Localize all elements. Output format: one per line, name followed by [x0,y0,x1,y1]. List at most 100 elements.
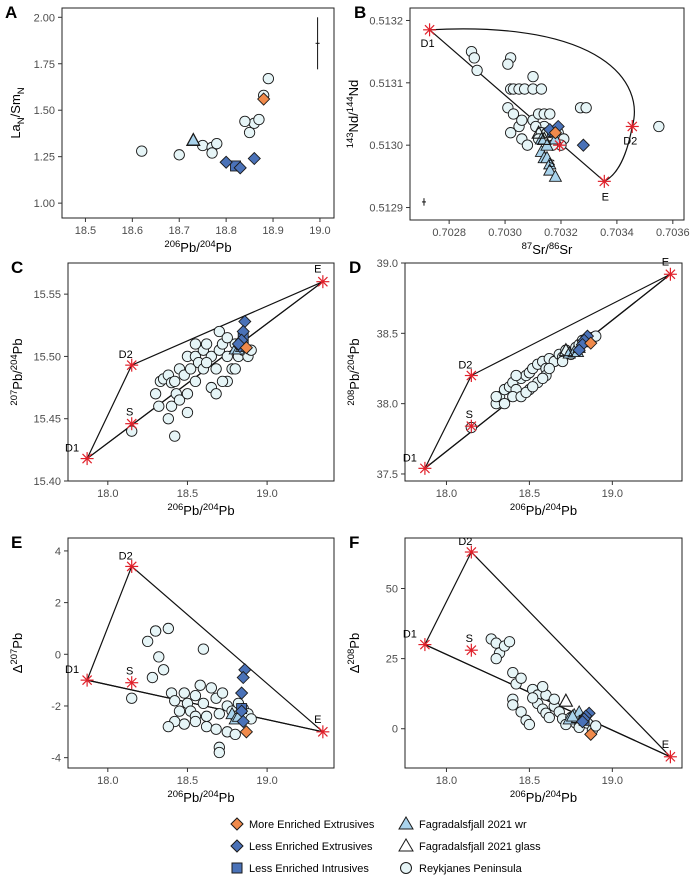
endmember-label-e: E [602,191,609,203]
x-tick-label: 18.7 [169,225,190,237]
legend-swatch-less-enriched-intrusives [231,862,243,874]
endmember-label-d2: D2 [119,349,133,361]
panel-d: D 18.0 18.5 19.0 37.5 38.0 38.5 39.0 206Pb/204Pb… [346,256,683,518]
x-tick-label: 18.5 [519,488,540,500]
endmember-star-d1 [418,638,432,652]
panel-label: C [11,258,23,277]
x-tick-label: 19.0 [602,775,623,787]
point-reykjanes [580,102,592,114]
mixing-line [429,29,605,182]
y-tick-label: 15.50 [33,351,61,363]
point-fagradalsfjall-glass [558,342,574,357]
x-tick-label: 18.5 [75,225,96,237]
y-tick-label: 1.00 [34,198,55,210]
endmember-label-s: S [466,633,473,645]
point-reykjanes [136,145,148,157]
point-reykjanes [189,689,202,702]
x-tick-label: 18.0 [97,775,118,787]
point-reykjanes [189,338,202,350]
endmember-label-s: S [466,409,473,421]
y-tick-label: 15.40 [33,476,61,488]
y-tick-label: 0.5129 [369,203,403,215]
point-reykjanes [197,643,210,655]
point-reykjanes [502,58,514,70]
point-reykjanes [210,723,222,735]
point-reykjanes [471,64,483,77]
point-more-enriched-extrusives [239,341,254,355]
y-tick-label: 0.5132 [369,15,403,27]
point-reykjanes [189,375,202,387]
legend-swatch-more-enriched-extrusives [230,817,244,831]
endmember-label-s: S [126,666,133,678]
point-less-enriched-extrusives [576,138,590,152]
point-fagradalsfjall-wr [565,709,580,722]
point-less-enriched-extrusives [233,161,247,175]
endmember-star-d2 [464,369,478,383]
y-tick-label: -4 [51,753,61,765]
point-reykjanes [229,363,241,375]
y-tick-label: 37.5 [377,469,398,481]
endmember-label-s: S [126,407,133,419]
point-reykjanes [515,706,527,718]
endmember-star-d2 [125,358,139,372]
y-tick-label: 25 [386,654,398,666]
point-reykjanes [206,147,218,159]
x-axis-label: 206Pb/204Pb [167,502,234,518]
point-less-enriched-extrusives [236,714,250,729]
x-tick-label: 18.6 [122,225,143,237]
endmember-star-d2 [625,119,639,133]
panel-b: B 0.7028 0.7030 0.7032 0.7034 0.7036 0.5129 0.5… [345,3,690,257]
point-reykjanes [141,635,154,648]
legend-label-reykjanes-peninsula: Reykjanes Peninsula [419,863,523,875]
point-reykjanes [200,357,213,369]
point-fagradalsfjall-glass [558,693,574,707]
point-less-enriched-extrusives [219,155,233,169]
point-reykjanes [505,127,517,139]
mixing-curve [429,28,635,127]
point-reykjanes [590,720,602,732]
legend: More Enriched Extrusives Less Enriched E… [230,816,541,875]
point-more-enriched-extrusives [257,92,271,106]
point-reykjanes [210,363,222,375]
point-reykjanes [169,430,181,442]
point-reykjanes [146,671,159,684]
endmember-label-e: E [314,264,321,276]
panel-label: B [354,3,366,22]
point-reykjanes [211,138,223,150]
panel-label: E [11,533,22,552]
x-axis-label: 206Pb/204Pb [164,239,231,255]
point-reykjanes [503,636,516,648]
endmember-star-d2 [464,545,478,559]
endmember-star-s [125,417,139,431]
legend-label-more-enriched-extrusives: More Enriched Extrusives [249,819,375,831]
y-tick-label: 38.0 [377,399,398,411]
legend-swatch-less-enriched-extrusives [230,839,244,853]
y-tick-label: 0.5131 [369,78,403,90]
x-tick-label: 18.0 [436,775,457,787]
point-reykjanes [178,718,190,730]
x-tick-label: 18.5 [519,775,540,787]
x-tick-label: 18.5 [177,488,198,500]
point-reykjanes [169,375,181,387]
point-reykjanes [468,52,480,64]
point-reykjanes [527,692,539,704]
panel-a: A 18.5 18.6 18.7 18.8 18.9 19.0 1.00 1.25 1.50 1.7… [5,3,335,255]
endmember-star-s [553,138,567,152]
endmember-label-e: E [662,256,669,268]
point-reykjanes [507,108,520,120]
point-reykjanes [162,413,174,425]
point-reykjanes [262,72,274,85]
point-reykjanes [498,397,511,410]
y-tick-label: 0.5130 [369,140,403,152]
endmember-star-e [316,725,330,739]
y-tick-label: -2 [51,701,61,713]
point-reykjanes [197,697,210,710]
point-reykjanes [253,113,265,126]
x-tick-label: 18.0 [97,488,118,500]
point-reykjanes [210,388,222,400]
y-tick-label: 15.45 [33,414,61,426]
point-reykjanes [200,710,213,722]
endmember-label-e: E [662,739,669,751]
point-reykjanes [490,390,502,403]
y-tick-label: 15.55 [33,289,61,301]
